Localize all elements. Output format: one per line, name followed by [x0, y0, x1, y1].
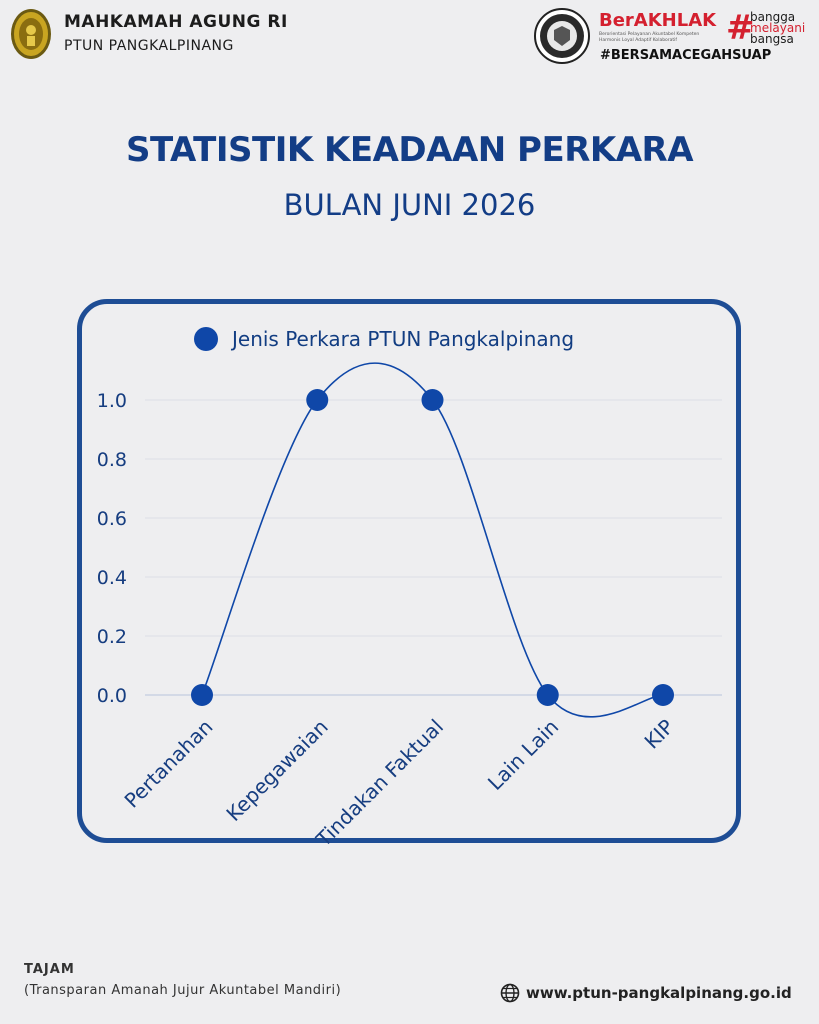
data-point — [191, 684, 213, 706]
hash-icon: # — [726, 8, 755, 48]
berakhlak-logo: BerAKHLAK Berorientasi Pelayanan Akuntab… — [599, 10, 716, 44]
hashtag-text: #BERSAMACEGAHSUAP — [600, 48, 772, 63]
bangga-line-3: bangsa — [750, 32, 794, 46]
y-tick-label: 0.2 — [97, 626, 127, 648]
x-tick-label: Tindakan Faktual — [311, 715, 448, 852]
series-line — [201, 362, 664, 718]
website-url: www.ptun-pangkalpinang.go.id — [526, 984, 792, 1002]
kemenpan-badge-icon — [534, 8, 590, 64]
footer-title: TAJAM — [24, 962, 75, 977]
y-tick-label: 0.0 — [97, 685, 127, 707]
x-tick-label: Lain Lain — [483, 715, 563, 795]
data-point — [652, 684, 674, 706]
page-subtitle: BULAN JUNI 2026 — [283, 188, 536, 222]
x-tick-label: Kepegawaian — [221, 715, 332, 826]
y-tick-label: 1.0 — [97, 390, 127, 412]
footer-tagline: TAJAM (Transparan Amanah Jujur Akuntabel… — [24, 962, 341, 998]
mahkamah-agung-seal-icon — [11, 9, 51, 59]
y-tick-label: 0.6 — [97, 508, 127, 530]
x-tick-label: KIP — [640, 715, 679, 754]
data-point — [306, 389, 329, 411]
y-tick-label: 0.4 — [97, 567, 127, 589]
header: MAHKAMAH AGUNG RI PTUN PANGKALPINANG Ber… — [0, 0, 819, 80]
data-point — [536, 684, 559, 706]
footer-subtitle: (Transparan Amanah Jujur Akuntabel Mandi… — [24, 983, 342, 998]
berakhlak-tagline: Berorientasi Pelayanan Akuntabel Kompete… — [599, 32, 700, 43]
y-tick-label: 0.8 — [97, 449, 127, 471]
page-title: STATISTIK KEADAAN PERKARA — [125, 130, 694, 170]
legend-marker — [194, 327, 218, 351]
org-subtitle: PTUN PANGKALPINANG — [64, 38, 234, 54]
chart-card — [77, 299, 741, 843]
data-point — [421, 389, 444, 411]
bangga-line-2: melayani — [750, 21, 806, 35]
globe-icon — [500, 983, 520, 1003]
bangga-line-1: bangga — [750, 10, 796, 24]
org-name: MAHKAMAH AGUNG RI — [64, 12, 288, 32]
x-tick-label: Pertanahan — [120, 715, 218, 813]
legend-label: Jenis Perkara PTUN Pangkalpinang — [232, 327, 575, 351]
berakhlak-wordmark: BerAKHLAK — [599, 10, 717, 31]
